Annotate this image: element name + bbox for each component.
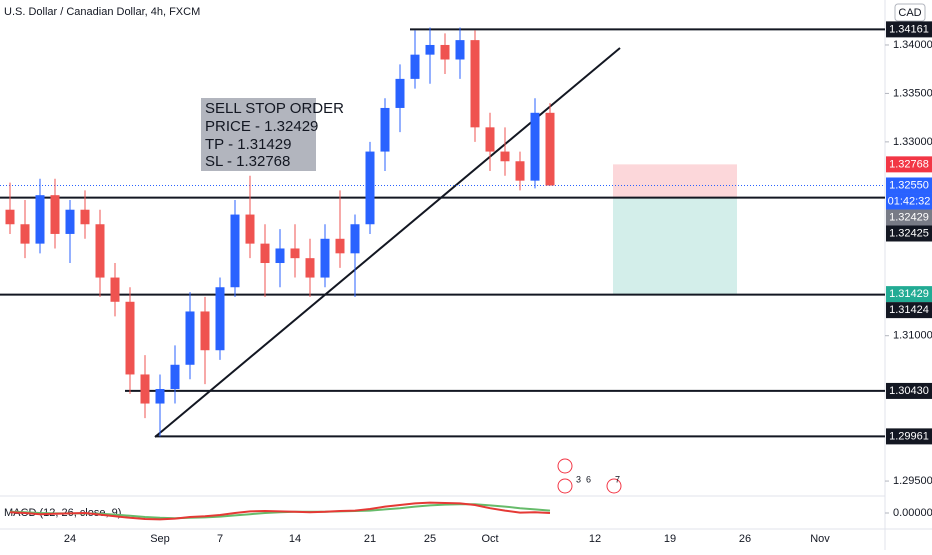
price-label: 1.32429: [889, 211, 929, 223]
y-tick-label: 0.00000: [893, 507, 932, 519]
candle-body: [350, 224, 360, 254]
candle-body: [275, 248, 285, 264]
y-tick-label: 1.31000: [893, 330, 932, 342]
currency-badge[interactable]: [894, 3, 926, 22]
y-tick-label: 1.29500: [893, 475, 932, 487]
x-tick-label: 12: [589, 533, 601, 545]
underlay: [613, 164, 737, 295]
candle-body: [305, 258, 315, 278]
candle-body: [155, 388, 165, 404]
price-label: 1.32425: [889, 227, 929, 239]
x-tick-label: 26: [739, 533, 751, 545]
annotation-text: SL - 1.32768: [205, 153, 290, 170]
price-label-bg: [886, 382, 932, 399]
candle-body: [500, 151, 510, 162]
y-tick-label: 1.33500: [893, 87, 932, 99]
candle-body: [410, 54, 420, 79]
countdown: 01:42:32: [888, 195, 931, 207]
price-label-bg: [886, 177, 932, 194]
x-tick-label: 7: [217, 533, 223, 545]
macd-values: [9, 501, 551, 521]
price-label: 1.32550: [889, 179, 929, 191]
candle-body: [380, 107, 390, 152]
price-label-bg: [886, 428, 932, 445]
candle-body: [50, 195, 60, 234]
annotation-text: TP - 1.31429: [205, 136, 291, 153]
candle-body: [125, 301, 135, 375]
x-tick-label: 24: [64, 533, 76, 545]
price-label: 1.30430: [889, 385, 929, 397]
candle-body: [545, 112, 555, 186]
candle-body: [20, 224, 30, 244]
candle-body: [260, 243, 270, 264]
candle-body: [455, 40, 465, 60]
candle-body: [80, 209, 90, 225]
x-tick-label: 25: [424, 533, 436, 545]
candle-body: [65, 209, 75, 234]
candle-body: [140, 374, 150, 404]
candle-body: [290, 248, 300, 259]
countdown-bg: [886, 193, 932, 210]
candle-body: [395, 78, 405, 108]
candle-body: [110, 277, 120, 302]
candle-body: [470, 40, 480, 128]
price-label-bg: [886, 286, 932, 303]
annotation-text: PRICE - 1.32429: [205, 118, 318, 135]
price-label-bg: [886, 209, 932, 226]
price-label: 1.32768: [889, 158, 929, 170]
event-icon[interactable]: [557, 458, 573, 474]
event-count: 3: [576, 474, 581, 484]
candle-body: [230, 214, 240, 288]
candle-body: [245, 214, 255, 244]
x-tick-label: 14: [289, 533, 301, 545]
price-label: 1.29961: [889, 430, 929, 442]
stop-zone: [613, 164, 737, 198]
candle-body: [200, 311, 210, 351]
candle-body: [185, 311, 195, 365]
annotation: SELL STOP ORDER PRICE - 1.32429 TP - 1.3…: [201, 98, 344, 171]
x-tick-label: Nov: [810, 533, 830, 545]
price-label: 1.31429: [889, 288, 929, 300]
target-zone: [613, 197, 737, 295]
candle-body: [215, 287, 225, 351]
candle-body: [35, 195, 45, 244]
candle-body: [365, 151, 375, 225]
x-tick-label: Sep: [150, 533, 170, 545]
candle-body: [530, 112, 540, 181]
candle-body: [170, 364, 180, 389]
x-tick-label: 21: [364, 533, 376, 545]
candle-body: [515, 161, 525, 181]
candle-body: [425, 44, 435, 55]
currency: CAD: [898, 7, 921, 19]
event-icon[interactable]: [606, 478, 622, 494]
event-count: 6: [586, 474, 591, 484]
candle-body: [95, 224, 105, 278]
annotation-text: SELL STOP ORDER: [205, 100, 344, 117]
candle-body: [335, 238, 345, 254]
x-tick-label: 19: [664, 533, 676, 545]
events: 3 6 7: [557, 458, 622, 494]
price-label: 1.34161: [889, 23, 929, 35]
trend-line: [154, 47, 621, 438]
y-tick-label: 1.34000: [893, 39, 932, 51]
candle-body: [485, 127, 495, 152]
price-label-bg: [886, 225, 932, 242]
candle-body: [5, 209, 15, 225]
x-tick-label: Oct: [481, 533, 498, 545]
price-label: 1.31424: [889, 304, 929, 316]
event-count: 7: [615, 474, 620, 484]
annotation-box: [201, 98, 316, 171]
y-tick-label: 1.33000: [893, 136, 932, 148]
candle-body: [320, 238, 330, 278]
chart-title: U.S. Dollar / Canadian Dollar, 4h, FXCM: [4, 6, 200, 18]
event-icon[interactable]: [557, 478, 573, 494]
price-label-bg: [886, 156, 932, 173]
price-label-bg: [886, 21, 932, 38]
candle-body: [440, 44, 450, 60]
price-label-bg: [886, 302, 932, 319]
